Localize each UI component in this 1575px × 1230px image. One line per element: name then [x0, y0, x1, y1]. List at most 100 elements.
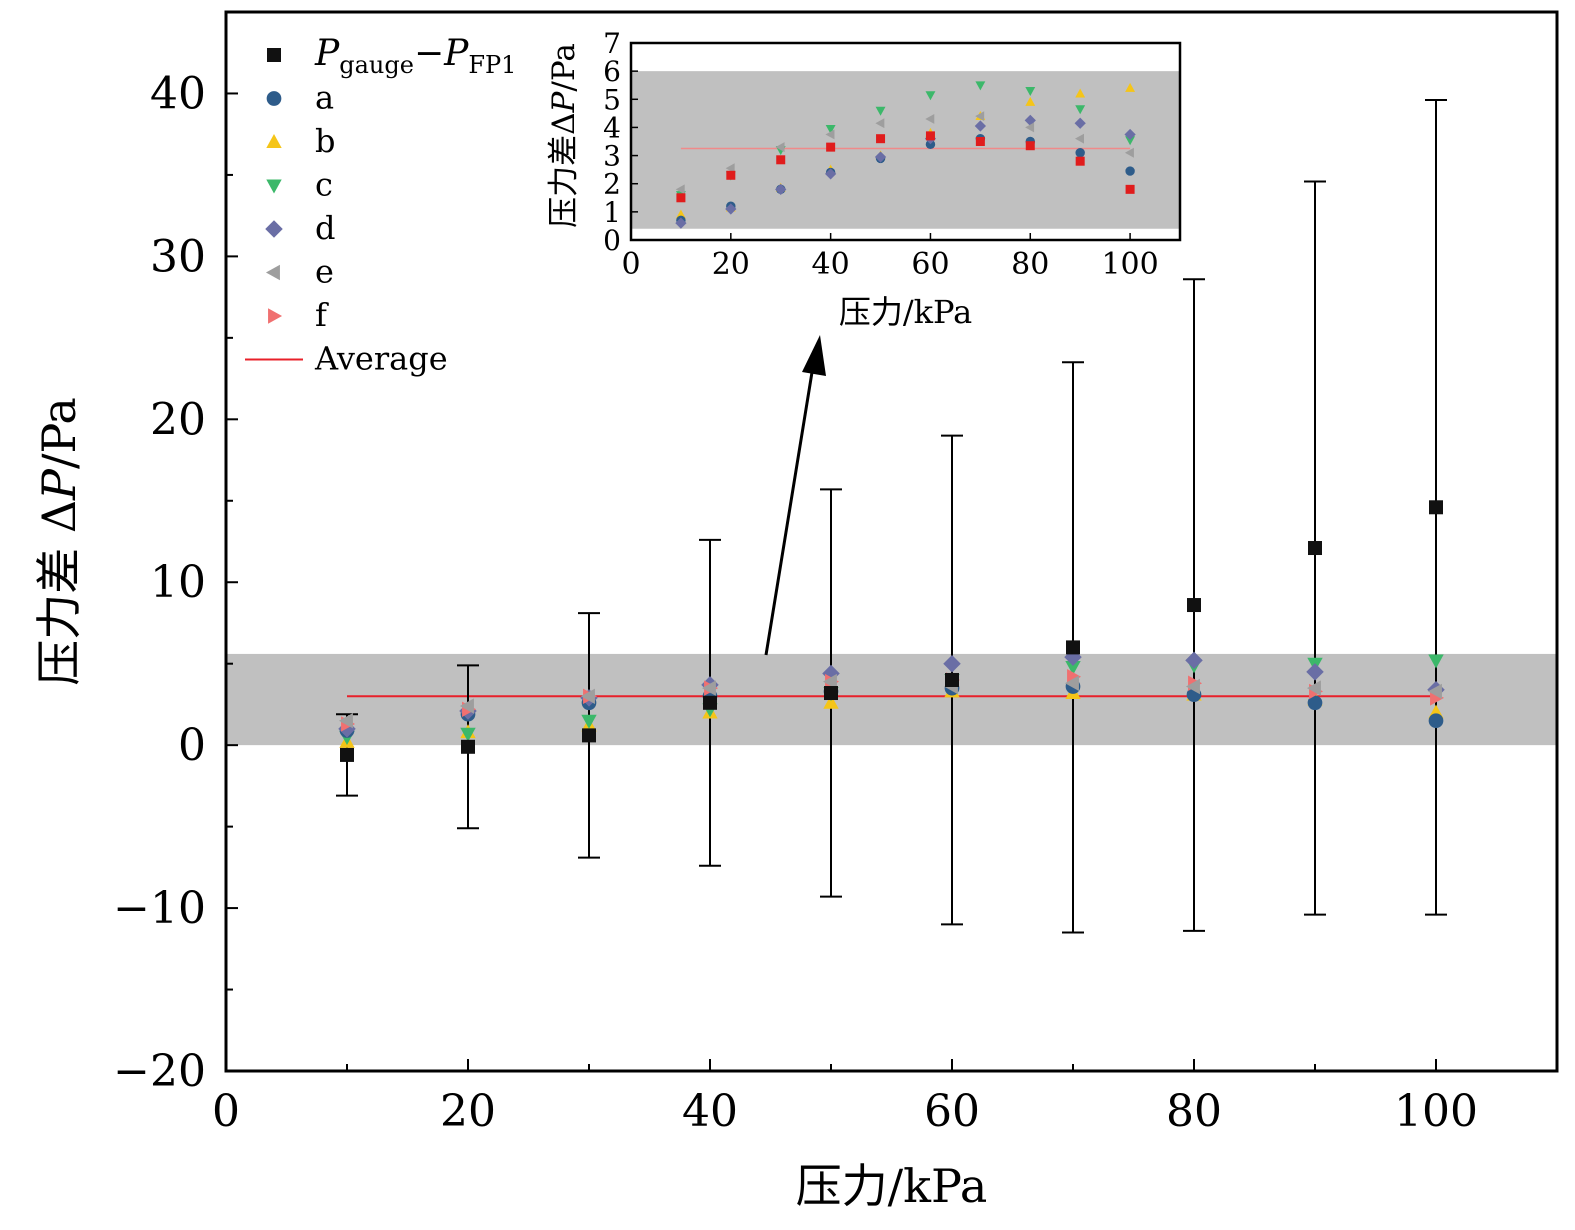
data-point-gauge	[1066, 640, 1080, 655]
data-point-e	[580, 688, 595, 704]
y-tick-label: 20	[150, 394, 206, 445]
data-point-gauge	[703, 695, 717, 710]
arrow-shaft	[764, 359, 816, 656]
y-axis-title-var: P	[32, 468, 86, 501]
legend-label-f: f	[315, 296, 329, 334]
x-tick-label: 80	[1166, 1086, 1222, 1137]
x-axis-title: 压力/kPa	[796, 1159, 988, 1213]
inset-x-tick-label: 60	[911, 247, 949, 282]
inset-y-axis-title-unit: /Pa	[546, 43, 582, 91]
legend-label-sub2: FP1	[468, 51, 516, 79]
inset-data-point-b	[1125, 82, 1136, 92]
data-point-c	[460, 727, 476, 742]
legend-label-e: e	[315, 253, 334, 291]
inset-data-point-b	[675, 209, 686, 219]
inset-data-point-c	[1125, 136, 1136, 146]
data-point-a	[1307, 695, 1323, 711]
inset-data-point-c	[825, 125, 836, 135]
x-tick-label: 100	[1394, 1086, 1478, 1137]
inset-data-point-d	[974, 120, 986, 132]
data-point-gauge	[340, 747, 354, 762]
data-point-c	[581, 714, 597, 729]
inset-data-point-c	[975, 81, 986, 91]
legend-label-average: Average	[314, 340, 448, 378]
inset-y-tick-label: 6	[603, 55, 621, 88]
inset-band	[631, 71, 1180, 229]
inset-data-point-d	[874, 151, 887, 163]
inset-data-point-a	[1075, 148, 1085, 158]
legend-marker-a	[266, 91, 282, 106]
inset-data-point-d	[1124, 128, 1136, 141]
data-point-e	[459, 698, 474, 714]
inset-data-point-d	[725, 203, 737, 215]
legend-label-b: b	[315, 122, 335, 160]
data-point-d	[1306, 663, 1324, 681]
inset-data-point-gauge	[826, 142, 836, 152]
y-tick-label: 40	[150, 68, 206, 119]
data-point-e	[338, 713, 353, 729]
data-point-e	[822, 673, 837, 690]
data-point-d	[1185, 651, 1203, 670]
inset-data-point-e	[725, 163, 735, 174]
inset-data-point-b	[1025, 96, 1036, 106]
legend-label-gauge: Pgauge−PFP1	[314, 33, 516, 79]
inset-y-axis-title-prefix: 压力差Δ	[546, 112, 582, 227]
inset-data-point-b	[1075, 88, 1086, 98]
inset-data-point-a	[925, 139, 936, 150]
inset-data-point-e	[675, 184, 685, 195]
inset-data-point-e	[775, 142, 785, 153]
inset-x-tick-label: 100	[1101, 247, 1158, 282]
inset-data-point-c	[1075, 105, 1086, 115]
inset-data-point-gauge	[776, 155, 786, 165]
legend-marker-c	[266, 179, 282, 194]
inset-data-point-gauge	[1075, 156, 1085, 166]
data-point-c	[1428, 654, 1444, 669]
x-tick-label: 60	[924, 1086, 980, 1137]
inset-y-tick-label: 2	[603, 168, 621, 201]
inset-data-point-gauge	[1025, 141, 1035, 151]
data-point-e	[1185, 678, 1200, 695]
x-tick-label: 20	[440, 1086, 496, 1137]
inset-x-axis-title: 压力/kPa	[839, 293, 972, 331]
legend-label-c: c	[315, 166, 333, 204]
inset-data-point-e	[1075, 133, 1085, 144]
legend-label-a: a	[315, 79, 334, 117]
x-tick-label: 40	[682, 1086, 738, 1137]
legend-label-minus: −	[414, 33, 444, 74]
data-point-e	[1427, 683, 1442, 700]
legend-marker-gauge	[267, 48, 281, 62]
inset-x-tick-label: 40	[812, 247, 850, 282]
x-tick-label: 0	[212, 1086, 240, 1137]
data-point-e	[701, 680, 716, 696]
data-point-b	[823, 694, 839, 709]
legend-marker-b	[266, 133, 282, 148]
data-point-d	[943, 654, 961, 673]
inset-data-point-e	[825, 129, 835, 140]
inset-data-point-e	[925, 114, 935, 124]
inset-data-point-a	[1125, 166, 1135, 176]
main-band	[226, 653, 1557, 746]
data-point-gauge	[824, 686, 838, 701]
legend-marker-d	[265, 220, 283, 238]
data-point-c	[1065, 661, 1081, 676]
y-tick-label: 30	[150, 231, 206, 282]
data-point-gauge	[1187, 598, 1201, 613]
y-axis-title: 压力差 ΔP/Pa	[32, 397, 86, 686]
data-point-gauge	[945, 672, 959, 687]
inset-data-point-c	[1025, 87, 1036, 97]
inset-data-point-gauge	[876, 134, 886, 144]
main-plot-frame	[224, 10, 1559, 1073]
legend-label-sub1: gauge	[339, 51, 414, 79]
inset-data-point-gauge	[726, 170, 736, 180]
inset-y-tick-label: 0	[603, 224, 621, 257]
inset-data-point-e	[1025, 122, 1035, 133]
y-axis-title-unit: /Pa	[32, 397, 86, 469]
inset-x-tick-label: 80	[1011, 247, 1049, 282]
arrow-head	[802, 335, 826, 376]
inset-plot-frame	[629, 41, 1182, 242]
